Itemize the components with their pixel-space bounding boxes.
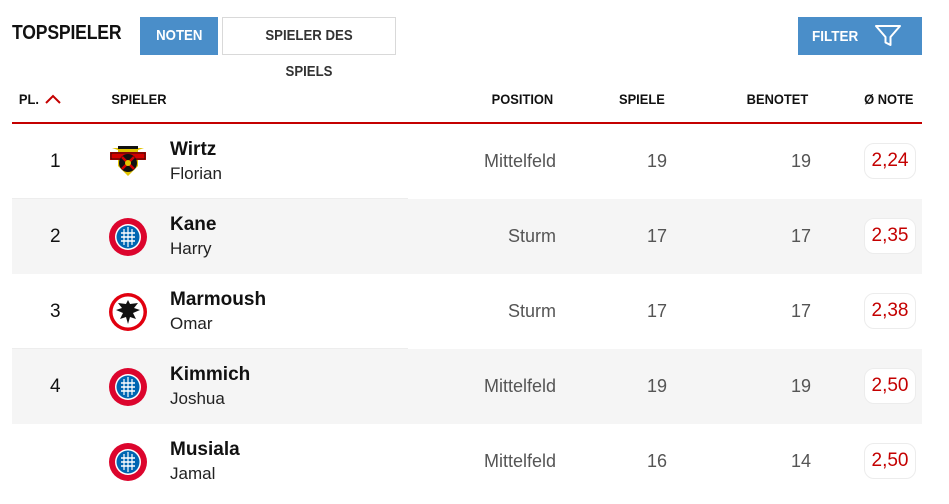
rated-value: 17: [790, 301, 811, 321]
position-value: Sturm: [507, 301, 556, 321]
player-first-name: Joshua: [170, 389, 225, 408]
table-row[interactable]: 1 Wirtz Florian Mittelfeld 19 19 2,24: [12, 124, 922, 199]
filter-button-label: FILTER: [812, 27, 859, 45]
bayern-crest-icon: [109, 368, 147, 406]
average-note-badge: 2,50: [864, 443, 916, 479]
rank-value: 3: [50, 301, 61, 322]
row-divider: [12, 348, 408, 349]
chevron-up-icon: [45, 94, 61, 104]
frankfurt-crest-icon: [109, 293, 147, 331]
page-title: TOPSPIELER: [12, 22, 122, 44]
column-header-position-label: POSITION: [491, 91, 554, 107]
table-row[interactable]: 2 Kane Harry Sturm 17 17 2,35: [12, 199, 922, 274]
tab-noten[interactable]: NOTEN: [140, 17, 218, 55]
rated-value: 19: [790, 151, 811, 171]
games-value: 17: [646, 301, 667, 321]
tab-noten-label: NOTEN: [156, 27, 203, 44]
player-last-name[interactable]: Kimmich: [170, 364, 251, 385]
games-value: 17: [646, 226, 667, 246]
games-value: 19: [646, 376, 667, 396]
rank-value: 4: [50, 376, 61, 397]
funnel-icon: [875, 25, 901, 46]
rated-value: 14: [790, 451, 811, 471]
player-first-name: Jamal: [170, 464, 216, 483]
rank-value: 1: [50, 151, 61, 172]
player-last-name[interactable]: Marmoush: [170, 289, 267, 310]
average-note-badge: 2,24: [864, 143, 916, 179]
table-header: PL. SPIELER POSITION SPIELE BENOTET Ø NO…: [12, 78, 922, 124]
column-header-games[interactable]: SPIELE: [617, 91, 667, 107]
column-header-rated[interactable]: BENOTET: [744, 91, 811, 107]
rank-value: 2: [50, 226, 61, 247]
position-value: Mittelfeld: [483, 451, 556, 471]
player-last-name[interactable]: Wirtz: [170, 139, 217, 160]
column-header-player-label: SPIELER: [111, 91, 167, 107]
games-value: 19: [646, 151, 667, 171]
column-header-rated-label: BENOTET: [746, 91, 809, 107]
column-header-rank-label: PL.: [18, 91, 39, 107]
player-table-body: 1 Wirtz Florian Mittelfeld 19 19 2,24 2 …: [12, 124, 922, 499]
tab-spieler-des-spiels-label: SPIELER DES SPIELS: [265, 27, 353, 80]
column-header-note-label: Ø NOTE: [864, 91, 914, 107]
column-header-rank[interactable]: PL.: [18, 91, 62, 107]
row-divider: [12, 198, 408, 199]
player-first-name: Omar: [170, 314, 213, 333]
column-header-player[interactable]: SPIELER: [109, 91, 169, 107]
table-row[interactable]: 4 Kimmich Joshua Mittelfeld 19 19 2,50: [12, 349, 922, 424]
filter-button[interactable]: FILTER: [798, 17, 922, 55]
player-last-name[interactable]: Kane: [170, 214, 217, 235]
column-header-note[interactable]: Ø NOTE: [862, 91, 916, 107]
bayern-crest-icon: [109, 443, 147, 481]
rated-value: 17: [790, 226, 811, 246]
rated-value: 19: [790, 376, 811, 396]
table-row[interactable]: 3 Marmoush Omar Sturm 17 17 2,38: [12, 274, 922, 349]
column-header-games-label: SPIELE: [619, 91, 666, 107]
tab-spieler-des-spiels[interactable]: SPIELER DES SPIELS: [222, 17, 396, 80]
column-header-position[interactable]: POSITION: [489, 91, 556, 107]
average-note-badge: 2,50: [864, 368, 916, 404]
position-value: Sturm: [507, 226, 556, 246]
bayern-crest-icon: [109, 218, 147, 256]
position-value: Mittelfeld: [483, 376, 556, 396]
player-last-name[interactable]: Musiala: [170, 439, 240, 460]
games-value: 16: [646, 451, 667, 471]
player-first-name: Florian: [170, 164, 222, 183]
player-first-name: Harry: [170, 239, 212, 258]
position-value: Mittelfeld: [483, 151, 556, 171]
toolbar: TOPSPIELER NOTEN SPIELER DES SPIELS FILT…: [0, 0, 949, 80]
table-row[interactable]: Musiala Jamal Mittelfeld 16 14 2,50: [12, 424, 922, 499]
average-note-badge: 2,38: [864, 293, 916, 329]
average-note-badge: 2,35: [864, 218, 916, 254]
leverkusen-crest-icon: [110, 146, 146, 176]
